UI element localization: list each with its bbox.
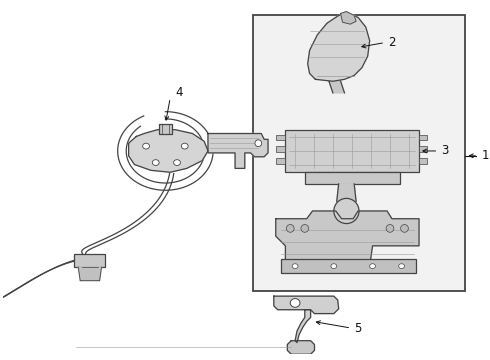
Polygon shape: [208, 134, 268, 168]
Polygon shape: [295, 310, 311, 343]
Ellipse shape: [181, 143, 188, 149]
Bar: [419, 158, 427, 163]
Polygon shape: [287, 341, 315, 354]
Polygon shape: [128, 130, 208, 172]
Polygon shape: [308, 14, 369, 81]
Polygon shape: [337, 184, 356, 201]
Ellipse shape: [286, 225, 294, 232]
Bar: [419, 146, 427, 152]
Polygon shape: [329, 81, 344, 93]
Ellipse shape: [255, 140, 262, 147]
Bar: [276, 158, 286, 163]
Bar: [276, 146, 286, 152]
Polygon shape: [78, 267, 101, 281]
Text: 2: 2: [388, 36, 395, 49]
Polygon shape: [276, 211, 419, 269]
Ellipse shape: [173, 160, 180, 166]
Ellipse shape: [334, 198, 359, 224]
Bar: [281, 259, 416, 273]
Ellipse shape: [401, 225, 408, 232]
Bar: [74, 253, 105, 267]
Bar: [252, 15, 466, 291]
Bar: [276, 135, 286, 140]
Polygon shape: [341, 12, 356, 24]
Ellipse shape: [399, 264, 405, 269]
Text: 5: 5: [354, 321, 362, 334]
Ellipse shape: [292, 264, 298, 269]
Bar: [305, 172, 400, 184]
Ellipse shape: [331, 264, 337, 269]
Bar: [159, 124, 172, 134]
Ellipse shape: [143, 143, 149, 149]
Ellipse shape: [301, 225, 309, 232]
Text: 4: 4: [175, 86, 183, 99]
Ellipse shape: [152, 160, 159, 166]
Bar: [419, 135, 427, 140]
Ellipse shape: [290, 298, 300, 307]
Ellipse shape: [386, 225, 394, 232]
Ellipse shape: [369, 264, 375, 269]
Text: 3: 3: [441, 144, 449, 157]
Polygon shape: [274, 296, 339, 314]
Bar: [286, 130, 419, 172]
Text: 1: 1: [482, 149, 490, 162]
